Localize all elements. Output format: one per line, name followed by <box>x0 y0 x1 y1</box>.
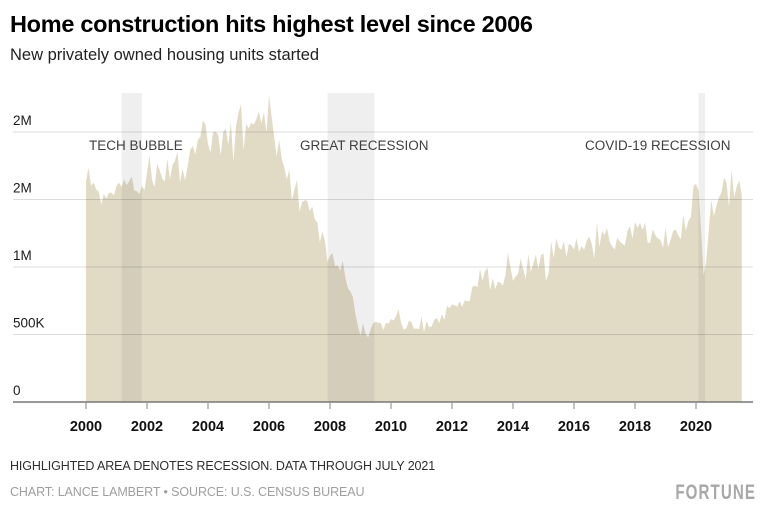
page-subtitle: New privately owned housing units starte… <box>10 46 320 64</box>
fortune-logo: FORTUNE <box>675 481 756 504</box>
x-axis-label: 2012 <box>436 419 468 435</box>
x-axis-label: 2010 <box>375 419 407 435</box>
recession-band-label: GREAT RECESSION <box>300 138 429 153</box>
footnote: HIGHLIGHTED AREA DENOTES RECESSION. DATA… <box>10 459 436 473</box>
page-title: Home construction hits highest level sin… <box>10 11 533 37</box>
credit-line: CHART: LANCE LAMBERT • SOURCE: U.S. CENS… <box>10 485 365 499</box>
y-axis-label: 0 <box>13 383 21 398</box>
y-axis-label: 500K <box>13 316 45 331</box>
recession-band-label: TECH BUBBLE <box>89 138 183 153</box>
x-axis-label: 2016 <box>558 419 590 435</box>
y-axis-label: 1M <box>13 248 32 263</box>
x-axis-label: 2014 <box>497 419 529 435</box>
x-axis-label: 2002 <box>131 419 163 435</box>
recession-band-label: COVID-19 RECESSION <box>585 138 731 153</box>
x-axis-label: 2008 <box>314 419 346 435</box>
recession-band <box>121 93 142 402</box>
y-axis-label: 2M <box>13 113 32 128</box>
y-axis-label: 2M <box>13 181 32 196</box>
x-axis-label: 2018 <box>619 419 651 435</box>
x-axis-label: 2020 <box>680 419 712 435</box>
x-axis-label: 2000 <box>70 419 102 435</box>
x-axis-label: 2006 <box>253 419 285 435</box>
x-axis-label: 2004 <box>192 419 224 435</box>
recession-band <box>698 93 706 402</box>
recession-band <box>327 93 375 402</box>
housing-starts-area <box>86 95 742 402</box>
